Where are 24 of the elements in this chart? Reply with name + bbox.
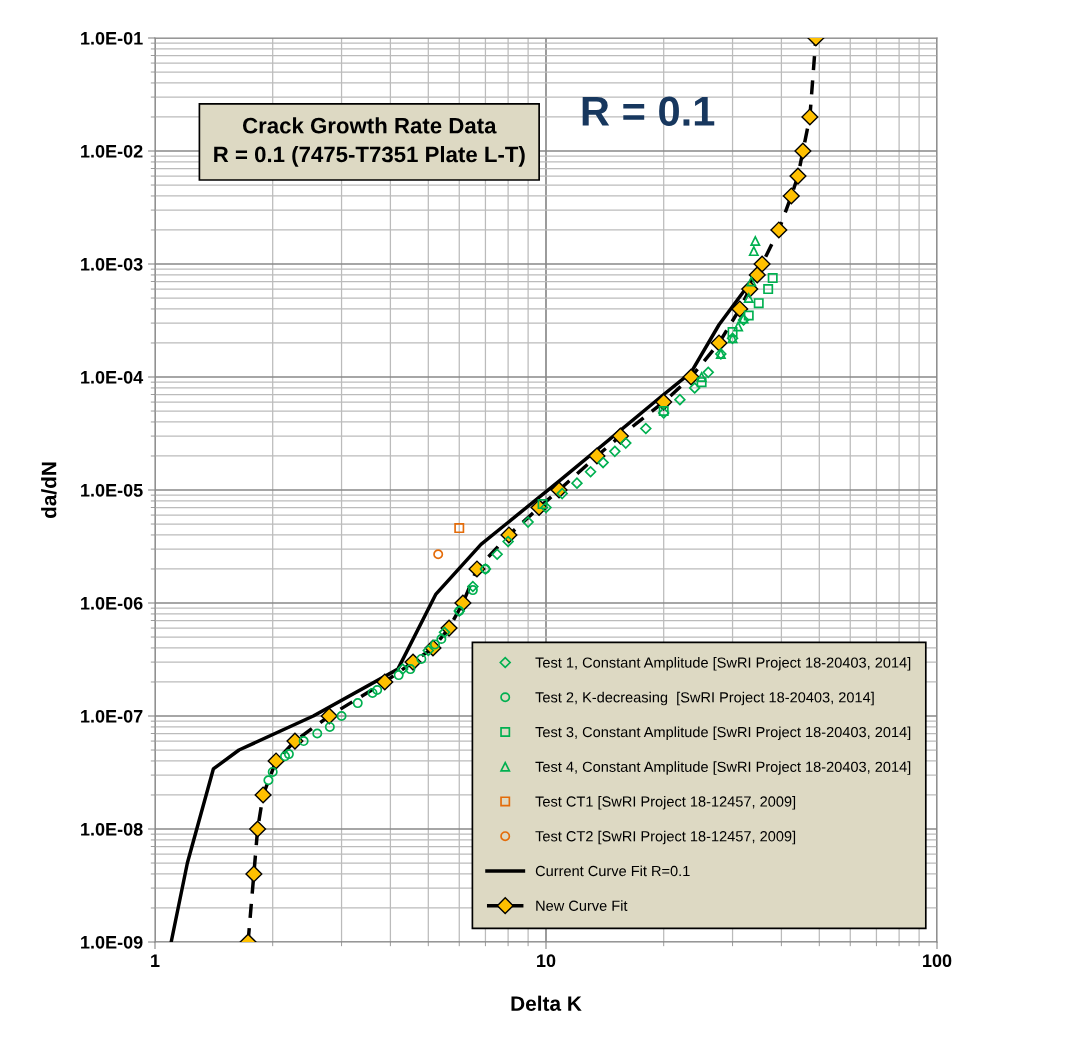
y-tick-label: 1.0E-09 [81,935,143,949]
x-tick-label: 100 [923,954,952,968]
x-tick-label: 1 [151,954,160,967]
legend-label: Test CT1 [SwRI Project 18-12457, 2009] [535,795,796,810]
y-tick-label: 1.0E-05 [81,483,143,497]
y-tick-label: 1.0E-04 [81,370,144,384]
legend-label: Test 2, K-decreasing [SwRI Project 18-20403, 2014] [535,691,874,706]
x-tick-label: 10 [537,954,556,968]
legend-label: Test CT2 [SwRI Project 18-12457, 2009] [535,830,796,845]
y-axis-title: da/dN [41,462,57,519]
legend-label: Test 3, Constant Amplitude [SwRI Project 18-20403, 2014] [535,726,911,741]
y-tick-label: 1.0E-01 [81,31,143,45]
y-tick-label: 1.0E-07 [81,709,143,723]
legend-label: Test 1, Constant Amplitude [SwRI Project 18-20403, 2014] [535,657,911,671]
text: Crack Growth Rate Data R = 0.1 (7475-T7351 Plate L-T) [214,117,525,167]
legend-label: New Curve Fit [536,900,628,911]
annotation: R = 0.1 [582,96,715,127]
y-tick-label: 1.0E-02 [81,144,143,158]
x-axis-title: Delta K [511,995,582,1011]
y-tick-label: 1.0E-06 [81,596,143,610]
y-tick-label: 1.0E-08 [81,822,143,836]
legend-label: Test 4, Constant Amplitude [SwRI Project 18-20403, 2014] [535,761,911,775]
legend-label: Current Curve Fit R=0.1 [535,865,690,877]
y-tick-label: 1.0E-03 [81,257,143,271]
